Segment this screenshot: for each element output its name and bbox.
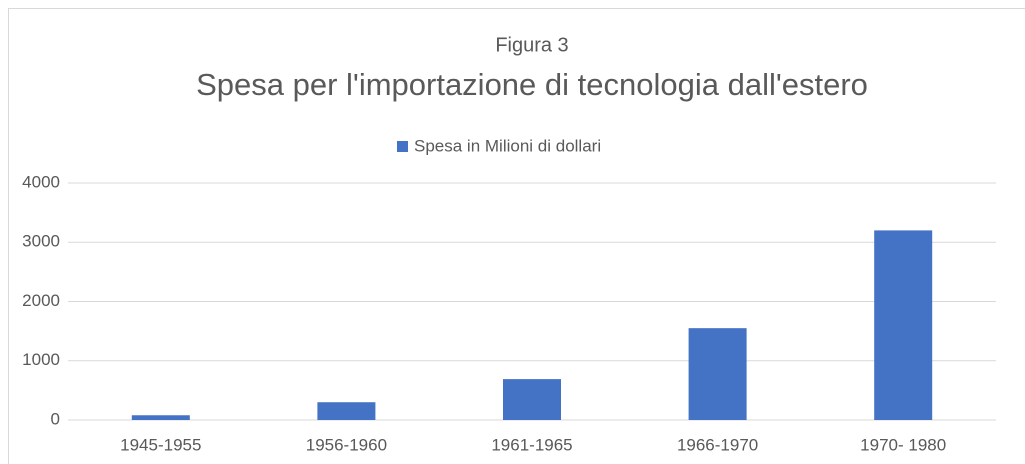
y-tick-label: 1000	[22, 350, 60, 369]
chart-title: Spesa per l'importazione di tecnologia d…	[196, 67, 868, 102]
x-tick-label: 1956-1960	[306, 435, 387, 454]
x-tick-label: 1945-1955	[120, 435, 201, 454]
y-tick-label: 4000	[22, 172, 60, 191]
bar	[317, 402, 376, 420]
figure-label: Figura 3	[495, 34, 568, 56]
bar	[131, 415, 190, 420]
y-tick-label: 0	[51, 409, 60, 428]
y-tick-label: 2000	[22, 291, 60, 310]
x-tick-label: 1970- 1980	[860, 435, 946, 454]
legend-swatch	[397, 141, 408, 152]
bar	[503, 379, 561, 420]
legend-label: Spesa in Milioni di dollari	[414, 136, 601, 155]
x-tick-label: 1961-1965	[491, 435, 572, 454]
y-tick-label: 3000	[22, 232, 60, 251]
bar	[874, 230, 933, 420]
bar	[688, 328, 747, 420]
x-tick-label: 1966-1970	[677, 435, 758, 454]
